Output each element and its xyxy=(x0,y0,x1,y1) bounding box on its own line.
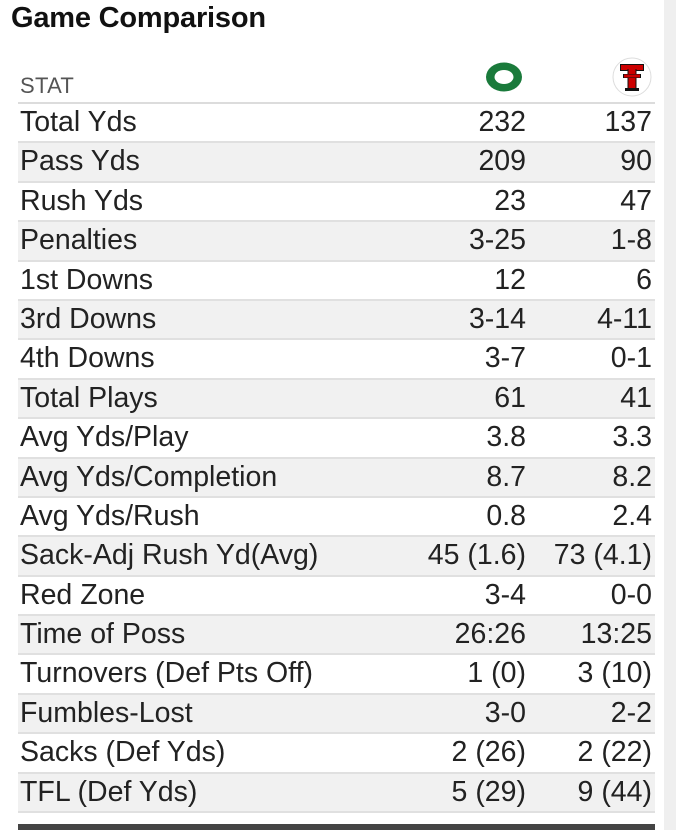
table-row: Total Yds 232 137 xyxy=(18,104,655,144)
oregon-value: 3-0 xyxy=(484,696,526,729)
oregon-value: 3-25 xyxy=(468,224,526,257)
stat-name: TFL (Def Yds) xyxy=(20,775,198,808)
texas-tech-value: 137 xyxy=(604,106,652,138)
table-row: Time of Poss 26:26 13:25 xyxy=(18,616,655,656)
oregon-value: 209 xyxy=(478,145,526,178)
stat-name: 1st Downs xyxy=(20,263,154,296)
texas-tech-value: 2-2 xyxy=(610,696,652,729)
texas-tech-value: 41 xyxy=(620,381,652,414)
texas-tech-value: 9 (44) xyxy=(577,775,652,808)
oregon-value: 61 xyxy=(494,381,526,414)
stat-name: Total Yds xyxy=(20,106,137,138)
stat-column-header: STAT xyxy=(20,73,75,98)
stat-name: Rush Yds xyxy=(20,184,144,217)
page-title: Game Comparison xyxy=(11,2,266,34)
table-row: 1st Downs 12 6 xyxy=(18,261,655,301)
texas-tech-value: 90 xyxy=(620,145,652,178)
stat-name: Red Zone xyxy=(20,578,146,611)
table-row: Red Zone 3-4 0-0 xyxy=(18,576,655,617)
stat-name: 3rd Downs xyxy=(20,302,157,335)
table-row: Sacks (Def Yds) 2 (26) 2 (22) xyxy=(18,734,655,774)
table-row: 4th Downs 3-7 0-1 xyxy=(18,340,655,380)
stat-name: Avg Yds/Completion xyxy=(20,460,278,493)
table-row: Pass Yds 209 90 xyxy=(18,143,655,183)
texas-tech-value: 0-1 xyxy=(610,342,652,375)
table-row: Turnovers (Def Pts Off) 1 (0) 3 (10) xyxy=(18,655,655,695)
table-row: Avg Yds/Completion 8.7 8.2 xyxy=(18,458,655,498)
texas-tech-value: 3.3 xyxy=(612,421,652,454)
table-row: Rush Yds 23 47 xyxy=(18,182,655,223)
table-row: Fumbles-Lost 3-0 2-2 xyxy=(18,694,655,735)
oregon-value: 0.8 xyxy=(486,499,526,532)
texas-tech-value: 3 (10) xyxy=(577,657,652,690)
oregon-value: 8.7 xyxy=(486,460,526,493)
texas-tech-value: 6 xyxy=(636,263,652,296)
stat-name: Fumbles-Lost xyxy=(20,696,193,729)
oregon-value: 3-7 xyxy=(484,342,526,375)
texas-tech-value: 73 (4.1) xyxy=(553,539,652,572)
table-row: TFL (Def Yds) 5 (29) 9 (44) xyxy=(18,773,655,814)
table-row: Sack-Adj Rush Yd(Avg) 45 (1.6) 73 (4.1) xyxy=(18,537,655,577)
stat-name: Sacks (Def Yds) xyxy=(20,736,226,769)
stat-name: Avg Yds/Rush xyxy=(20,499,200,532)
table-bottom-border xyxy=(18,824,655,830)
stat-name: Turnovers (Def Pts Off) xyxy=(20,657,313,690)
table-header: STAT xyxy=(18,57,655,105)
table-row: 3rd Downs 3-14 4-11 xyxy=(18,300,655,341)
oregon-value: 3.8 xyxy=(486,421,526,454)
stat-name: Pass Yds xyxy=(20,145,140,178)
table-row: Avg Yds/Rush 0.8 2.4 xyxy=(18,497,655,538)
stat-name: Penalties xyxy=(20,224,138,257)
stat-name: Avg Yds/Play xyxy=(20,421,189,454)
table-row: Total Plays 61 41 xyxy=(18,379,655,420)
oregon-value: 45 (1.6) xyxy=(427,539,526,572)
oregon-value: 2 (26) xyxy=(451,736,526,769)
texas-tech-value: 13:25 xyxy=(580,618,652,651)
stat-name: 4th Downs xyxy=(20,342,155,375)
texas-tech-value: 2.4 xyxy=(612,499,652,532)
page-edge xyxy=(664,0,676,830)
oregon-value: 3-4 xyxy=(484,578,526,611)
table-row: Avg Yds/Play 3.8 3.3 xyxy=(18,419,655,459)
table-row: Penalties 3-25 1-8 xyxy=(18,222,655,262)
texas-tech-value: 47 xyxy=(620,184,652,217)
texas-tech-double-t-logo-icon xyxy=(612,57,652,97)
oregon-value: 232 xyxy=(478,106,526,138)
texas-tech-value: 2 (22) xyxy=(577,736,652,769)
texas-tech-value: 1-8 xyxy=(610,224,652,257)
oregon-value: 12 xyxy=(494,263,526,296)
stat-name: Total Plays xyxy=(20,381,158,414)
oregon-value: 3-14 xyxy=(468,302,526,335)
texas-tech-value: 4-11 xyxy=(597,302,652,335)
oregon-value: 26:26 xyxy=(454,618,526,651)
oregon-value: 1 (0) xyxy=(467,657,526,690)
stat-name: Sack-Adj Rush Yd(Avg) xyxy=(20,539,319,572)
texas-tech-value: 0-0 xyxy=(610,578,652,611)
oregon-value: 23 xyxy=(494,184,526,217)
oregon-value: 5 (29) xyxy=(451,775,526,808)
stat-name: Time of Poss xyxy=(20,618,186,651)
oregon-o-logo-icon xyxy=(484,57,524,97)
texas-tech-value: 8.2 xyxy=(612,460,652,493)
stats-table-body: Total Yds 232 137 Pass Yds 209 90 Rush Yds 23 47… xyxy=(18,104,655,814)
